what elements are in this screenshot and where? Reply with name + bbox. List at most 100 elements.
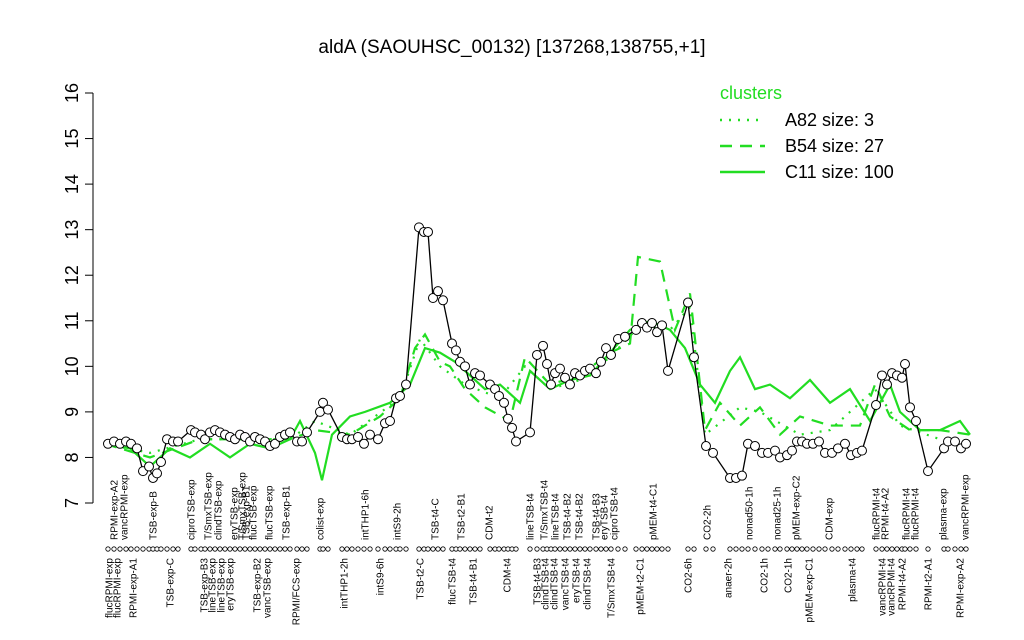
sample-dot [496, 546, 502, 552]
sample-dot [367, 546, 373, 552]
data-point [657, 320, 667, 331]
data-point [833, 443, 843, 454]
y-tick-label: 11 [62, 311, 82, 330]
x-label: TSB-exp-B [149, 491, 160, 540]
sample-dot [105, 546, 111, 552]
sample-dot [703, 546, 709, 552]
sample-dot [227, 546, 233, 552]
sample-dot [435, 546, 441, 552]
cluster-line [104, 304, 971, 455]
x-label: flucRPMI-exp [105, 558, 116, 618]
x-label: clindTSB-t4 [541, 558, 552, 610]
sample-dot [375, 546, 381, 552]
sample-dot [572, 546, 578, 552]
sample-dot [299, 546, 305, 552]
data-point [385, 416, 395, 426]
legend-label: C11 size: 100 [785, 162, 894, 182]
sample-dot [777, 546, 783, 552]
sample-dot [733, 546, 739, 552]
y-tick-label: 7 [62, 498, 82, 508]
sample-dot [859, 546, 865, 552]
x-label: intTHP1-2h [340, 558, 351, 609]
sample-dot [659, 546, 665, 552]
x-label: CDM-t4 [503, 558, 514, 593]
data-point [546, 379, 556, 390]
data-point [663, 365, 673, 376]
data-point [353, 431, 363, 442]
data-point [359, 438, 369, 449]
data-point [857, 445, 867, 456]
data-point [708, 447, 718, 458]
sample-dot [816, 546, 822, 552]
sample-dot [282, 546, 288, 552]
data-point [451, 345, 461, 356]
cluster-line [104, 255, 971, 459]
x-label: RPMI-exp-A1 [129, 558, 140, 618]
x-label: TSB-t4-B3 [592, 493, 603, 540]
x-label: TSB-t2-B1 [457, 493, 468, 540]
x-label: RPMI/FCS-exp [292, 558, 303, 626]
sample-dot [829, 546, 835, 552]
sample-dot [649, 546, 655, 552]
x-label: pMEM-t2-C1 [636, 558, 647, 615]
sample-dot [848, 546, 854, 552]
y-tick-label: 15 [62, 129, 82, 149]
x-label: ciproTSB-t4 [610, 487, 621, 540]
sample-dot [534, 546, 540, 552]
sample-dot [608, 546, 614, 552]
sample-dot [854, 546, 860, 552]
x-label: CDM-exp [825, 497, 836, 540]
x-label: RPMI-t4-A2 [881, 487, 892, 540]
x-label: CO2-1h [760, 558, 771, 593]
sample-dot [567, 546, 573, 552]
sample-dot [593, 546, 599, 552]
data-point [652, 327, 662, 338]
data-point [911, 416, 921, 426]
sample-dot [894, 546, 900, 552]
data-point [144, 461, 154, 472]
sample-dot [784, 546, 790, 552]
sample-dot [325, 546, 331, 552]
sample-dot [287, 546, 293, 552]
sample-dot [134, 546, 140, 552]
x-label: vancTSB-exp [263, 558, 274, 618]
sample-dot [207, 546, 213, 552]
x-label: nonad25-1h [773, 487, 784, 540]
sample-dot [277, 546, 283, 552]
sample-dot [267, 546, 273, 552]
sample-dot [272, 546, 278, 552]
y-tick-label: 12 [62, 265, 82, 285]
sample-dot [387, 546, 393, 552]
sample-dot [873, 546, 879, 552]
data-point [365, 429, 375, 440]
sample-dot [361, 546, 367, 552]
sample-dot [644, 546, 650, 552]
sample-dot [217, 546, 223, 552]
data-point [373, 434, 383, 445]
sample-dot [582, 546, 588, 552]
sample-dot [799, 546, 805, 552]
data-point [156, 457, 166, 467]
y-tick-label: 9 [62, 407, 82, 417]
x-label: TSB-t2-C [416, 558, 427, 600]
x-label: CDM-t2 [485, 505, 496, 540]
sample-dot [557, 546, 563, 552]
sample-dot [902, 546, 908, 552]
data-point [601, 343, 611, 354]
sample-dot [804, 546, 810, 552]
sample-dot [907, 546, 913, 552]
sample-dot [685, 546, 691, 552]
data-point [877, 370, 887, 381]
data-point [499, 397, 509, 408]
sample-dot [202, 546, 208, 552]
data-point [270, 438, 280, 449]
sample-dot [842, 546, 848, 552]
x-label: vancRPMI-t4 [887, 558, 898, 616]
x-label: eryTSB-exp [226, 558, 237, 611]
sample-dot [665, 546, 671, 552]
x-label: pMEM-exp-C2 [792, 475, 803, 540]
sample-dot [344, 546, 350, 552]
sample-dot [622, 546, 628, 552]
y-tick-label: 16 [62, 83, 82, 103]
x-label: lineTSB-exp [208, 558, 219, 613]
